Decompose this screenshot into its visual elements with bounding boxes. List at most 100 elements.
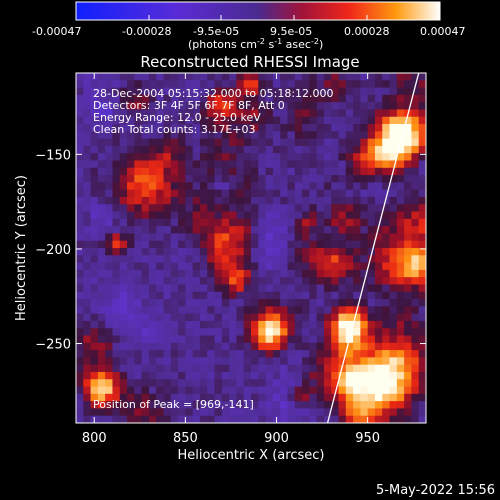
heatmap-cell	[294, 401, 303, 410]
heatmap-cell	[309, 350, 318, 358]
heatmap-cell	[418, 357, 426, 366]
heatmap-cell	[331, 320, 340, 329]
heatmap-cell	[323, 211, 332, 220]
heatmap-cell	[178, 80, 186, 89]
heatmap-cell	[192, 116, 201, 125]
heatmap-cell	[302, 306, 310, 315]
heatmap-cell	[367, 408, 376, 417]
heatmap-cell	[105, 328, 114, 337]
heatmap-cell	[105, 138, 114, 147]
heatmap-cell	[323, 299, 332, 307]
heatmap-cell	[309, 204, 318, 213]
heatmap-cell	[236, 218, 245, 227]
heatmap-cell	[418, 255, 426, 264]
heatmap-cell	[207, 204, 216, 213]
heatmap-cell	[243, 240, 252, 249]
heatmap-cell	[353, 218, 361, 227]
heatmap-cell	[83, 248, 92, 256]
heatmap-cell	[119, 408, 128, 417]
heatmap-cell	[156, 80, 165, 89]
heatmap-cell	[90, 277, 99, 286]
heatmap-cell	[229, 291, 238, 300]
heatmap-cell	[178, 204, 186, 213]
heatmap-cell	[83, 102, 92, 111]
heatmap-cell	[353, 160, 361, 169]
heatmap-cell	[302, 379, 310, 388]
heatmap-cell	[221, 102, 230, 111]
heatmap-cell	[243, 226, 252, 235]
heatmap-cell	[156, 153, 165, 162]
heatmap-cell	[214, 350, 223, 358]
heatmap-cell	[76, 109, 84, 118]
heatmap-cell	[112, 116, 121, 125]
heatmap-cell	[302, 320, 310, 329]
heatmap-cell	[134, 408, 143, 417]
heatmap-cell	[76, 299, 84, 307]
heatmap-cell	[302, 328, 310, 337]
heatmap-cell	[389, 379, 398, 388]
heatmap-cell	[156, 248, 165, 256]
heatmap-cell	[294, 306, 303, 315]
heatmap-cell	[185, 328, 194, 337]
heatmap-cell	[119, 320, 128, 329]
heatmap-cell	[97, 102, 106, 111]
heatmap-cell	[112, 262, 121, 271]
heatmap-cell	[141, 167, 150, 176]
heatmap-cell	[134, 291, 143, 300]
heatmap-cell	[360, 204, 369, 213]
heatmap-cell	[83, 284, 92, 293]
heatmap-cell	[265, 124, 274, 132]
heatmap-cell	[90, 153, 99, 162]
heatmap-cell	[97, 401, 106, 410]
heatmap-cell	[353, 313, 361, 322]
heatmap-cell	[221, 116, 230, 125]
heatmap-cell	[411, 102, 420, 111]
heatmap-cell	[382, 364, 391, 373]
heatmap-cell	[214, 167, 223, 176]
heatmap-cell	[148, 116, 157, 125]
heatmap-cell	[374, 138, 383, 147]
heatmap-cell	[97, 379, 106, 388]
heatmap-cell	[76, 124, 84, 132]
heatmap-cell	[243, 379, 252, 388]
heatmap-cell	[302, 401, 310, 410]
heatmap-cell	[258, 299, 267, 307]
heatmap-cell	[90, 240, 99, 249]
heatmap-cell	[374, 277, 383, 286]
heatmap-cell	[280, 138, 289, 147]
heatmap-cell	[134, 204, 143, 213]
heatmap-cell	[221, 153, 230, 162]
heatmap-cell	[353, 94, 361, 103]
heatmap-cell	[404, 124, 413, 132]
heatmap-cell	[178, 109, 186, 118]
heatmap-cell	[251, 313, 259, 322]
heatmap-cell	[411, 371, 420, 380]
heatmap-cell	[243, 357, 252, 366]
heatmap-cell	[404, 393, 413, 402]
heatmap-cell	[141, 138, 150, 147]
heatmap-cell	[309, 313, 318, 322]
heatmap-cell	[338, 124, 347, 132]
heatmap-cell	[148, 379, 157, 388]
heatmap-cell	[374, 306, 383, 315]
heatmap-cell	[374, 102, 383, 111]
heatmap-cell	[404, 160, 413, 169]
heatmap-cell	[316, 291, 325, 300]
heatmap-cell	[374, 218, 383, 227]
heatmap-cell	[280, 335, 289, 344]
heatmap-cell	[396, 320, 405, 329]
heatmap-cell	[83, 87, 92, 96]
heatmap-cell	[309, 175, 318, 183]
heatmap-cell	[338, 240, 347, 249]
heatmap-cell	[76, 138, 84, 147]
heatmap-cell	[170, 408, 179, 417]
heatmap-cell	[192, 415, 201, 423]
heatmap-cell	[170, 160, 179, 169]
heatmap-cell	[396, 145, 405, 154]
heatmap-cell	[229, 248, 238, 256]
heatmap-cell	[156, 196, 165, 205]
heatmap-cell	[309, 335, 318, 344]
heatmap-cell	[382, 299, 391, 307]
heatmap-cell	[411, 386, 420, 395]
heatmap-cell	[287, 145, 296, 154]
